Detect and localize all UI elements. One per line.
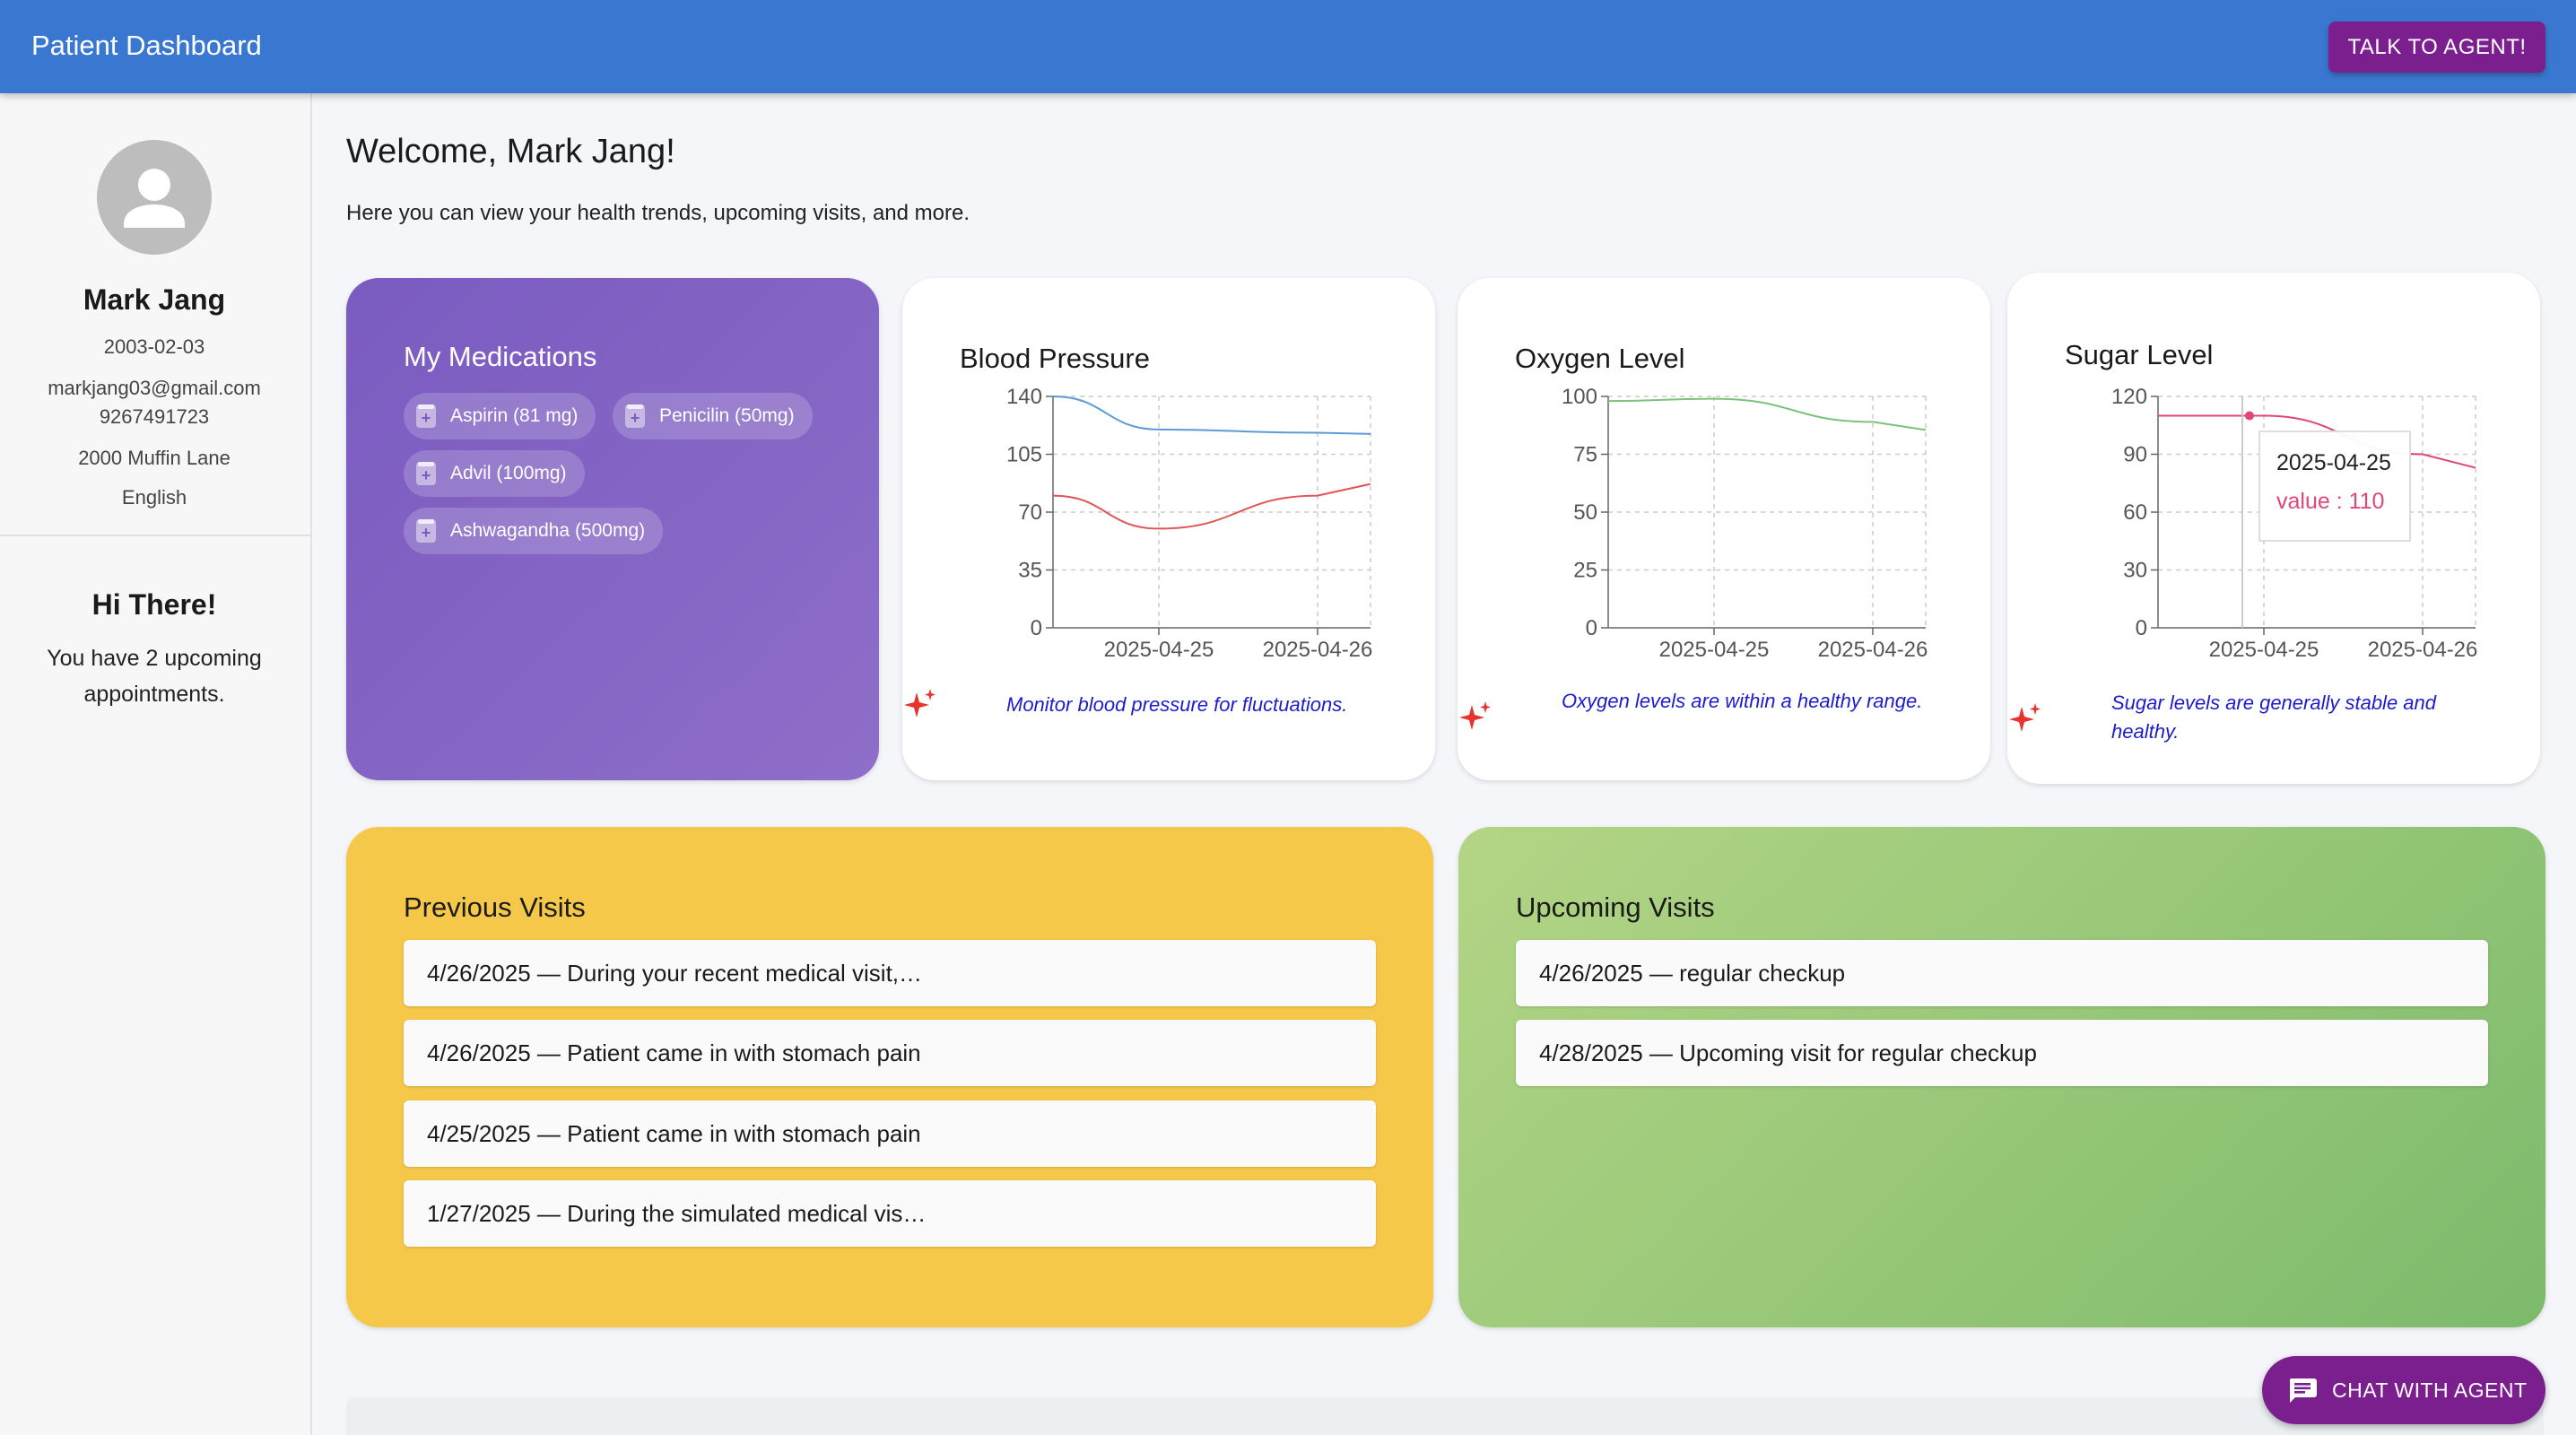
y-tick-label: 90 xyxy=(2123,443,2147,467)
visit-row[interactable]: 4/26/2025 — Patient came in with stomach… xyxy=(404,1020,1376,1086)
series-line xyxy=(1052,483,1371,530)
y-tick-label: 35 xyxy=(1018,559,1042,583)
sugar-title: Sugar Level xyxy=(2065,339,2214,370)
series-line xyxy=(1052,396,1371,435)
x-tick-label: 2025-04-26 xyxy=(2368,638,2478,662)
medication-chip[interactable]: Ashwagandha (500mg) xyxy=(404,508,664,554)
y-tick-label: 120 xyxy=(2111,385,2147,409)
pill-bottle-icon xyxy=(625,404,645,428)
data-point xyxy=(2245,411,2254,421)
y-tick-label: 100 xyxy=(1562,385,1597,409)
oxygen-title: Oxygen Level xyxy=(1515,343,1685,374)
oxygen-chart[interactable]: 0 25 50 75 100 2025-04-25 2025-04-26 xyxy=(1458,278,1990,780)
pill-bottle-icon xyxy=(416,519,436,543)
x-tick-label: 2025-04-25 xyxy=(1659,638,1770,662)
x-tick-label: 2025-04-25 xyxy=(1104,638,1214,662)
visit-row[interactable]: 4/26/2025 — regular checkup xyxy=(1516,940,2488,1006)
patient-email: markjang03@gmail.com xyxy=(48,377,261,399)
pill-bottle-icon xyxy=(416,462,436,485)
sidebar-divider xyxy=(0,535,310,536)
medication-label: Aspirin (81 mg) xyxy=(450,405,579,426)
visit-row[interactable]: 4/28/2025 — Upcoming visit for regular c… xyxy=(1516,1020,2488,1086)
sidebar: Mark Jang 2003-02-03 markjang03@gmail.co… xyxy=(0,93,312,1435)
sugar-card: Sugar Level 0 30 60 90 120 2025-04-25 2025-04-… xyxy=(2007,273,2540,784)
visit-row[interactable]: 4/25/2025 — Patient came in with stomach… xyxy=(404,1100,1376,1167)
upcoming-visits-card: Upcoming Visits 4/26/2025 — regular chec… xyxy=(1458,827,2546,1327)
medication-chip[interactable]: Penicilin (50mg) xyxy=(613,393,813,439)
y-tick-label: 50 xyxy=(1573,500,1597,525)
welcome-heading: Welcome, Mark Jang! xyxy=(346,133,675,170)
previous-visits-card: Previous Visits 4/26/2025 — During your … xyxy=(346,827,1433,1327)
bottom-panel xyxy=(346,1397,2544,1435)
tooltip-value: value : 110 xyxy=(2276,489,2385,514)
medications-card: My Medications Aspirin (81 mg) Penicilin… xyxy=(346,278,879,780)
y-tick-label: 60 xyxy=(2123,500,2147,525)
sparkle-icon xyxy=(2009,703,2041,732)
y-tick-label: 70 xyxy=(1018,500,1042,525)
visit-row[interactable]: 1/27/2025 — During the simulated medical… xyxy=(404,1180,1376,1247)
avatar xyxy=(97,140,212,255)
y-tick-label: 140 xyxy=(1006,385,1042,409)
tooltip-date: 2025-04-25 xyxy=(2276,450,2391,475)
chat-with-agent-button[interactable]: CHAT WITH AGENT xyxy=(2262,1356,2546,1424)
talk-to-agent-button[interactable]: TALK TO AGENT! xyxy=(2328,22,2546,73)
medications-title: My Medications xyxy=(404,341,597,372)
medication-label: Ashwagandha (500mg) xyxy=(450,520,646,541)
y-tick-label: 30 xyxy=(2123,559,2147,583)
person-icon xyxy=(124,169,185,228)
sparkle-icon xyxy=(1459,701,1491,730)
greeting-title: Hi There! xyxy=(91,588,217,621)
welcome-subtitle: Here you can view your health trends, up… xyxy=(346,201,970,225)
sparkle-icon xyxy=(904,689,936,718)
pill-bottle-icon xyxy=(416,404,436,428)
medication-chip[interactable]: Advil (100mg) xyxy=(404,450,585,497)
x-tick-label: 2025-04-26 xyxy=(1818,638,1928,662)
patient-name: Mark Jang xyxy=(83,283,226,316)
chat-button-label: CHAT WITH AGENT xyxy=(2332,1378,2528,1402)
x-tick-label: 2025-04-26 xyxy=(1263,638,1373,662)
blood-pressure-insight: Monitor blood pressure for fluctuations. xyxy=(1006,693,1348,716)
oxygen-card: Oxygen Level 0 25 50 75 100 2025-04-25 2025-04… xyxy=(1458,278,1990,780)
chart-tooltip: 2025-04-25 value : 110 xyxy=(2258,430,2411,542)
y-tick-label: 0 xyxy=(1586,616,1597,640)
medication-label: Penicilin (50mg) xyxy=(659,405,795,426)
y-tick-label: 0 xyxy=(2136,616,2147,640)
visit-row[interactable]: 4/26/2025 — During your recent medical v… xyxy=(404,940,1376,1006)
x-tick-label: 2025-04-25 xyxy=(2209,638,2319,662)
y-tick-label: 105 xyxy=(1006,443,1042,467)
medication-chip[interactable]: Aspirin (81 mg) xyxy=(404,393,596,439)
sugar-insight: Sugar levels are generally stable and he… xyxy=(2111,691,2437,743)
previous-visits-title: Previous Visits xyxy=(404,891,586,923)
y-tick-label: 25 xyxy=(1573,559,1597,583)
blood-pressure-card: Blood Pressure 0 35 70 105 140 2025-04-25 2025… xyxy=(902,278,1435,780)
app-bar: Patient Dashboard TALK TO AGENT! xyxy=(0,0,2576,93)
chat-icon xyxy=(2289,1378,2317,1403)
patient-phone: 9267491723 xyxy=(99,405,210,428)
blood-pressure-title: Blood Pressure xyxy=(960,343,1150,374)
patient-dob: 2003-02-03 xyxy=(103,335,205,358)
oxygen-insight: Oxygen levels are within a healthy range… xyxy=(1562,690,1923,712)
upcoming-visits-title: Upcoming Visits xyxy=(1516,891,1715,923)
y-tick-label: 75 xyxy=(1573,443,1597,467)
blood-pressure-chart[interactable]: 0 35 70 105 140 2025-04-25 2025-04-26 xyxy=(902,278,1435,780)
patient-language: English xyxy=(121,486,187,509)
app-title: Patient Dashboard xyxy=(31,30,262,61)
y-tick-label: 0 xyxy=(1031,616,1042,640)
patient-address: 2000 Muffin Lane xyxy=(78,447,231,469)
appointment-summary: You have 2 upcoming appointments. xyxy=(47,646,262,707)
series-line xyxy=(1607,397,1927,431)
medication-label: Advil (100mg) xyxy=(450,463,567,483)
